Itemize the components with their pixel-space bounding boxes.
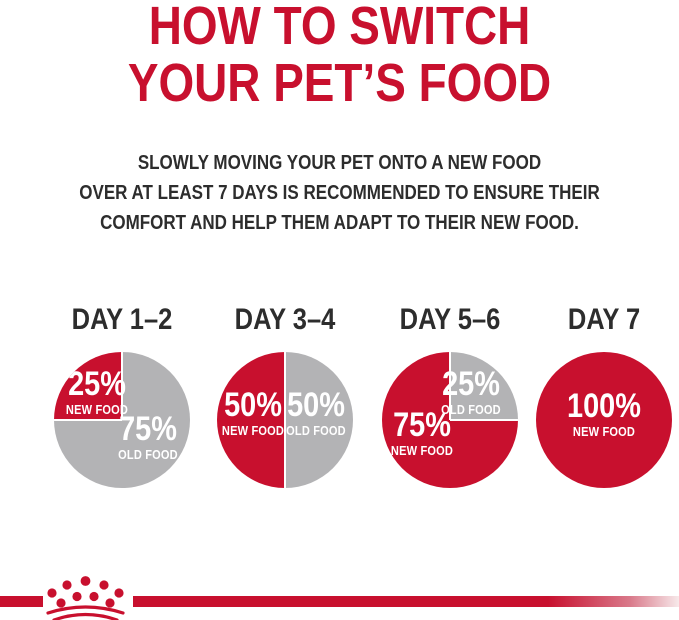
new-food-slice-label: 75% NEW FOOD	[390, 405, 454, 458]
title-line-1: HOW TO SWITCH	[148, 0, 531, 56]
intro-line-2: OVER AT LEAST 7 DAYS IS RECOMMENDED TO E…	[79, 182, 600, 204]
pie-chart-day-1-2: 25% NEW FOOD 75% OLD FOOD	[54, 352, 190, 488]
new-food-slice-label: 100% NEW FOOD	[567, 386, 641, 439]
title-line-2: YOUR PET’S FOOD	[127, 53, 552, 113]
intro-line-1: SLOWLY MOVING YOUR PET ONTO A NEW FOOD	[137, 152, 542, 174]
intro-line-3: COMFORT AND HELP THEM ADAPT TO THEIR NEW…	[100, 212, 579, 234]
slice-divider	[121, 352, 123, 420]
slice-divider	[284, 352, 286, 488]
old-food-slice-label: 75% OLD FOOD	[118, 409, 178, 462]
old-food-slice-label: 50% OLD FOOD	[286, 385, 346, 438]
royal-canin-crown-icon	[46, 576, 125, 620]
day-label: DAY 5–6	[399, 303, 501, 336]
new-food-slice-label: 50% NEW FOOD	[221, 385, 285, 438]
footer-rule-right	[133, 596, 679, 607]
intro-text: SLOWLY MOVING YOUR PET ONTO A NEW FOOD O…	[0, 148, 679, 238]
chart-col-day-7: DAY 7 100% NEW FOOD	[524, 305, 679, 488]
pie-chart-day-5-6: 25% OLD FOOD 75% NEW FOOD	[382, 352, 518, 488]
pie-chart-day-7: 100% NEW FOOD	[536, 352, 672, 488]
day-label: DAY 1–2	[71, 303, 173, 336]
day-label: DAY 3–4	[234, 303, 336, 336]
chart-col-day-5-6: DAY 5–6 25% OLD FOOD 75% NEW FOOD	[370, 305, 530, 488]
footer-rule-left	[0, 596, 43, 607]
slice-divider	[54, 419, 122, 421]
new-food-slice-label: 25% NEW FOOD	[65, 364, 129, 417]
slice-divider	[450, 419, 518, 421]
old-food-slice-label: 25% OLD FOOD	[441, 364, 501, 417]
pie-chart-day-3-4: 50% NEW FOOD 50% OLD FOOD	[217, 352, 353, 488]
page-title: HOW TO SWITCH YOUR PET’S FOOD	[0, 0, 679, 112]
day-label: DAY 7	[567, 303, 641, 336]
chart-col-day-1-2: DAY 1–2 25% NEW FOOD 75% OLD FOOD	[42, 305, 202, 488]
chart-col-day-3-4: DAY 3–4 50% NEW FOOD 50% OLD FOOD	[205, 305, 365, 488]
slice-divider	[449, 352, 451, 420]
